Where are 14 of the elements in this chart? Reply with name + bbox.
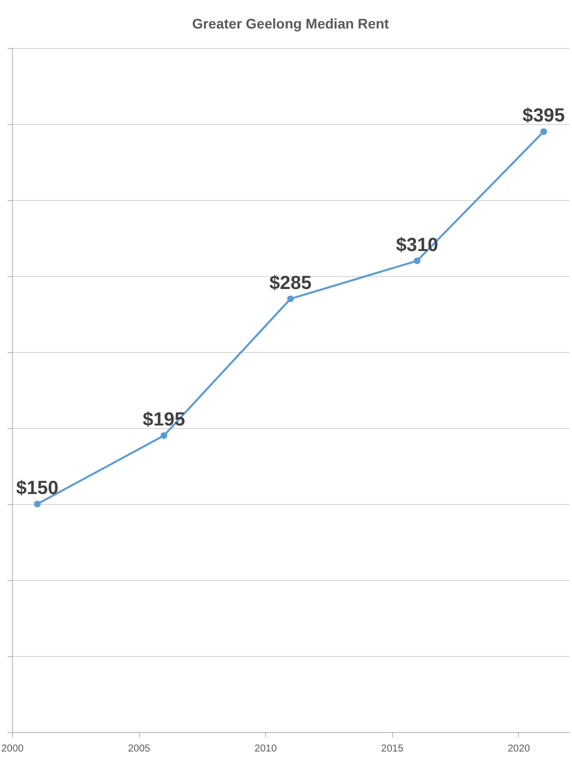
point [287, 295, 294, 302]
x-tick-label: 2010 [254, 744, 278, 754]
data-label: $395 [522, 106, 566, 127]
x-tick-label: 2005 [128, 744, 151, 754]
x-tick-label: 2000 [1, 744, 24, 754]
point [34, 500, 41, 508]
data-label: $150 [16, 478, 58, 499]
data-label: $285 [269, 272, 312, 294]
point [540, 128, 548, 135]
point [160, 432, 168, 439]
x-tick-label: 2015 [381, 744, 404, 754]
x-tick-label: 2020 [508, 744, 530, 754]
chart-title: Greater Geelong Median Rent [192, 16, 390, 32]
point [414, 257, 420, 264]
